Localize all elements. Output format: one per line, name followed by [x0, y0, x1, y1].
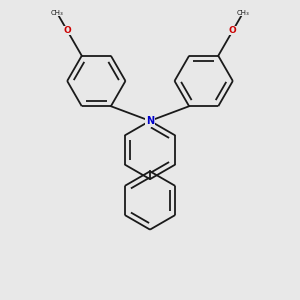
Text: CH₃: CH₃: [237, 10, 249, 16]
Text: O: O: [229, 26, 237, 35]
Text: CH₃: CH₃: [51, 10, 63, 16]
Text: O: O: [63, 26, 71, 35]
Text: N: N: [146, 116, 154, 126]
